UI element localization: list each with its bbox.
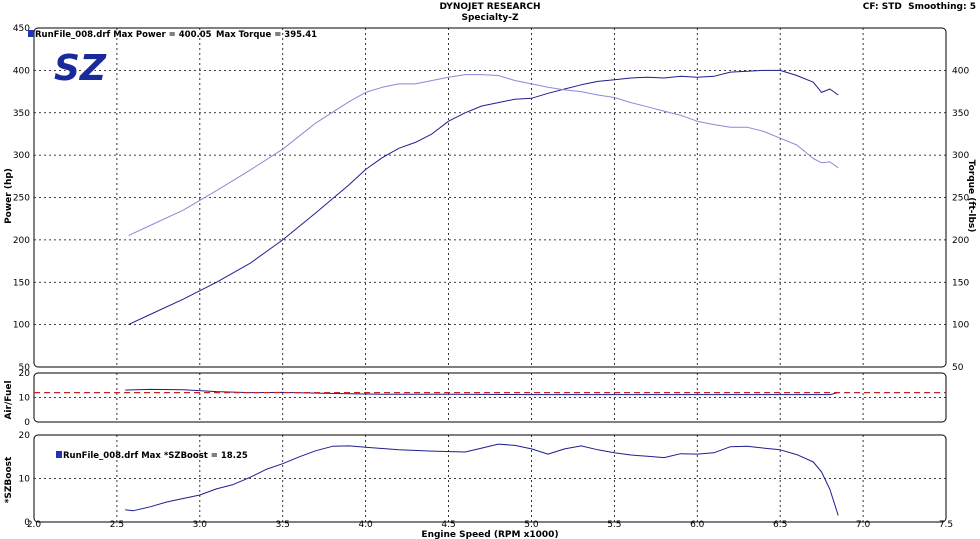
x-tick-label: 2.5 <box>110 520 124 530</box>
y-tick-label: 50 <box>19 363 31 373</box>
x-tick-label: 5.5 <box>607 520 621 530</box>
air-fuel-line <box>125 388 839 396</box>
torque-line <box>128 74 839 237</box>
smoothing-label: Smoothing: 5 <box>908 2 976 12</box>
chart-subtitle: Specialty-Z <box>461 13 519 23</box>
torque-legend-label: Max Torque = 395.41 <box>216 30 317 40</box>
panel-frame <box>33 434 947 523</box>
y-tick-label: 350 <box>13 109 30 119</box>
y-tick-label: 150 <box>13 278 30 288</box>
x-tick-label: 7.0 <box>856 520 871 530</box>
x-tick-label: 3.5 <box>276 520 290 530</box>
x-tick-label: 6.5 <box>773 520 787 530</box>
power-legend-swatch <box>28 30 34 37</box>
tick-label-layer: 5010015020025030035040045050100150200250… <box>13 24 970 530</box>
x-tick-label: 4.5 <box>441 520 455 530</box>
panel-frames <box>33 27 947 523</box>
y-tick-label: 400 <box>13 66 30 76</box>
boost-axis-label: *SZBoost <box>4 456 14 503</box>
sz-logo: SZ <box>53 47 107 90</box>
x-tick-label: 2.0 <box>27 520 42 530</box>
torque-axis-label: Torque (ft-lbs) <box>966 160 976 233</box>
x-axis-label: Engine Speed (RPM x1000) <box>421 530 558 539</box>
y-tick-label: 200 <box>13 236 30 246</box>
cf-label: CF: STD <box>862 2 902 12</box>
boost-legend-label: RunFile_008.drf Max *SZBoost = 18.25 <box>63 451 248 461</box>
panel-frame <box>33 27 947 368</box>
correction-info: CF: STD Smoothing: 5 <box>863 2 976 12</box>
y2-tick-label: 350 <box>952 109 969 119</box>
power-axis-label: Power (hp) <box>4 168 14 224</box>
sz-logo-text: SZ <box>54 48 107 89</box>
x-tick-label: 4.0 <box>358 520 373 530</box>
y2-tick-label: 100 <box>952 321 969 331</box>
series-layer <box>34 69 946 516</box>
boost-legend-swatch <box>56 451 62 458</box>
y2-tick-label: 50 <box>952 363 964 373</box>
y2-tick-label: 300 <box>952 151 969 161</box>
y-tick-label: 20 <box>19 431 31 441</box>
y-tick-label: 300 <box>13 151 30 161</box>
air-fuel-axis-label: Air/Fuel <box>4 380 14 419</box>
y-tick-label: 10 <box>19 475 31 485</box>
y-tick-label: 250 <box>13 194 30 204</box>
y-tick-label: 10 <box>19 394 31 404</box>
power-line <box>128 69 839 326</box>
y-tick-label: 100 <box>13 321 30 331</box>
y-tick-label: 0 <box>24 518 30 528</box>
chart-title: DYNOJET RESEARCH <box>439 2 541 12</box>
y2-tick-label: 400 <box>952 66 969 76</box>
y2-tick-label: 200 <box>952 236 969 246</box>
y-tick-label: 20 <box>19 369 31 379</box>
y2-tick-label: 150 <box>952 278 969 288</box>
x-tick-label: 5.0 <box>524 520 539 530</box>
power-legend-label: RunFile_008.drf Max Power = 400.05 <box>35 30 212 40</box>
y2-tick-label: 250 <box>952 194 969 204</box>
x-tick-label: 6.0 <box>690 520 705 530</box>
boost-line <box>125 443 839 516</box>
y-tick-label: 450 <box>13 24 30 34</box>
x-tick-label: 3.0 <box>193 520 208 530</box>
x-tick-label: 7.5 <box>939 520 953 530</box>
y-tick-label: 0 <box>24 418 30 428</box>
grid-layer <box>34 28 946 522</box>
panel-frame <box>33 372 947 423</box>
